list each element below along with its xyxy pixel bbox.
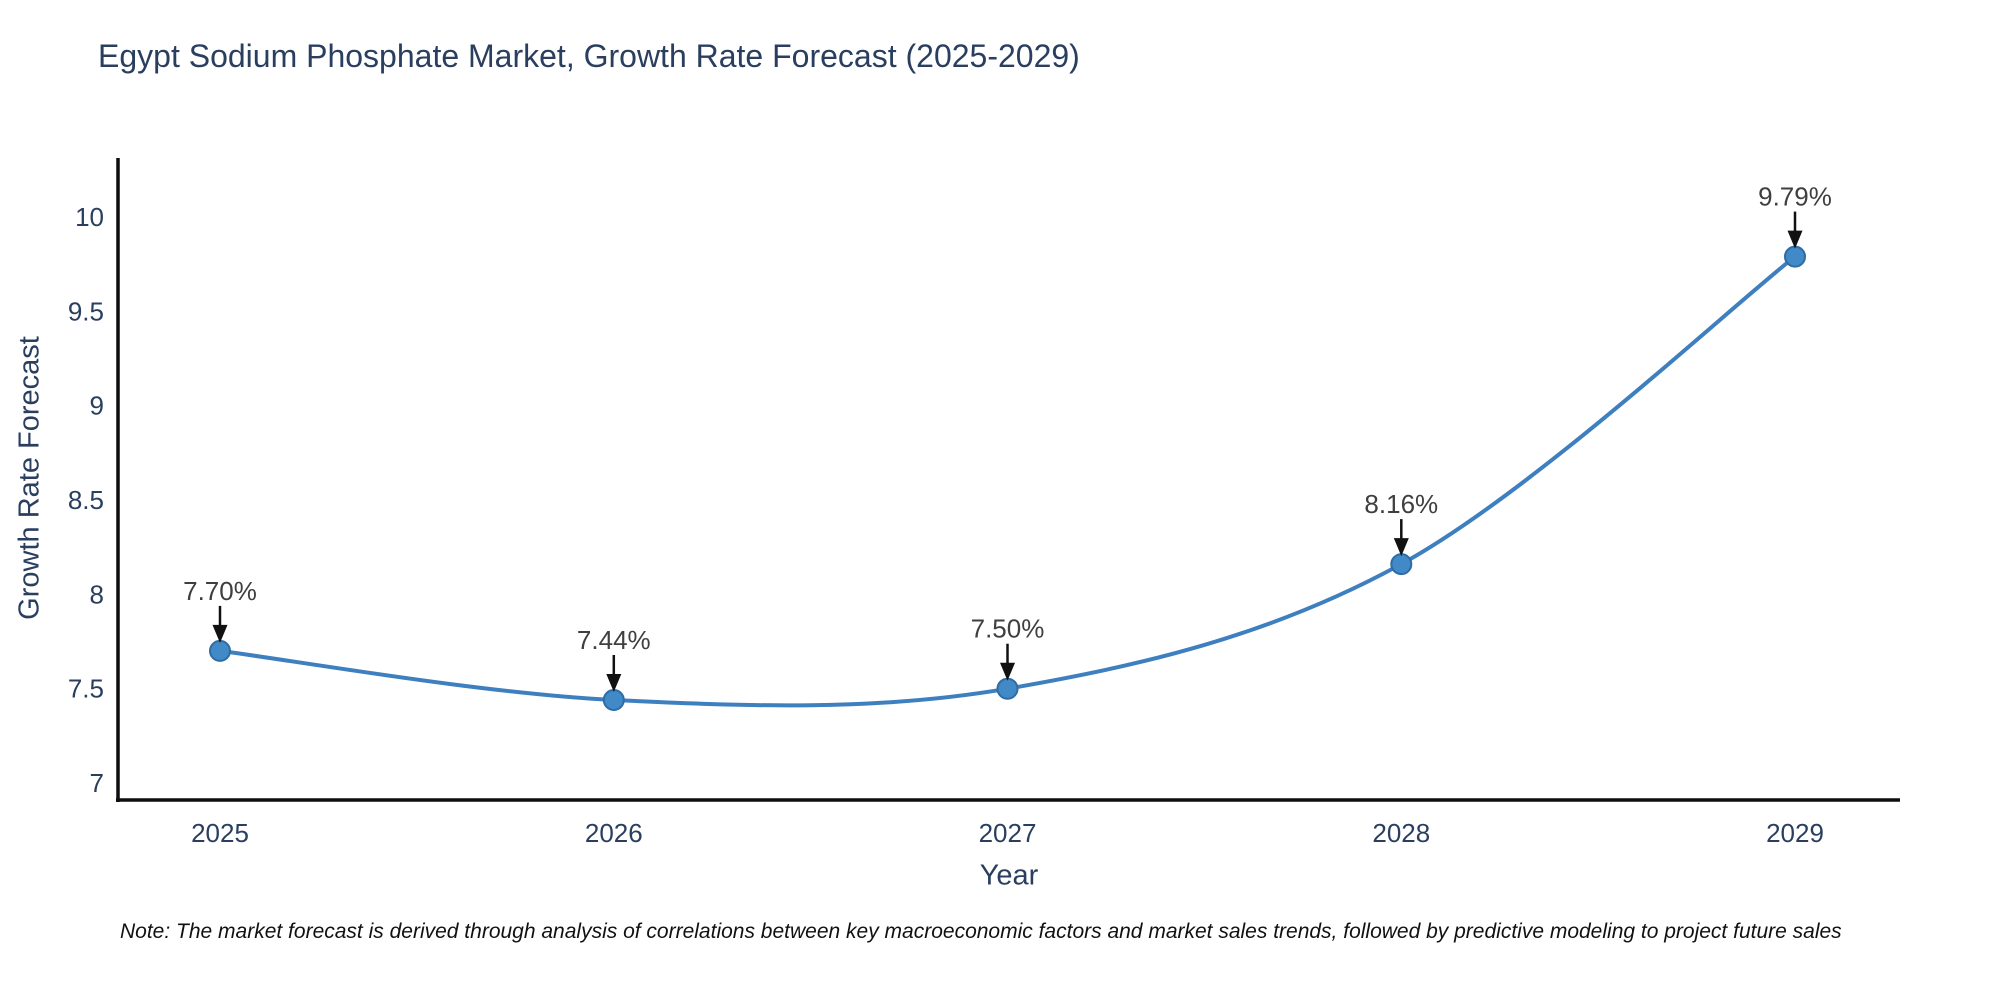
y-tick-label: 8.5 bbox=[68, 485, 104, 515]
point-value-label: 9.79% bbox=[1758, 182, 1832, 212]
data-point-marker bbox=[209, 639, 231, 662]
point-value-label: 8.16% bbox=[1364, 489, 1438, 519]
y-tick-label: 7.5 bbox=[68, 674, 104, 704]
point-value-label: 7.50% bbox=[971, 614, 1045, 644]
point-value-label: 7.44% bbox=[577, 625, 651, 655]
data-point-marker bbox=[996, 677, 1019, 700]
y-tick-label: 9.5 bbox=[68, 296, 104, 326]
x-tick-label: 2026 bbox=[585, 818, 643, 848]
x-axis-title: Year bbox=[979, 859, 1039, 892]
footnote: Note: The market forecast is derived thr… bbox=[120, 920, 1842, 943]
annotation-arrow-head bbox=[212, 624, 228, 643]
annotation-arrow-head bbox=[1000, 662, 1015, 681]
chart-title: Egypt Sodium Phosphate Market, Growth Ra… bbox=[98, 38, 1080, 74]
x-tick-label: 2028 bbox=[1372, 818, 1430, 848]
y-tick-label: 10 bbox=[75, 202, 104, 232]
point-value-label: 7.70% bbox=[183, 576, 257, 606]
annotation-arrow-head bbox=[1787, 230, 1803, 249]
annotation-arrow-head bbox=[1393, 538, 1409, 557]
x-tick-label: 2027 bbox=[979, 818, 1037, 848]
y-axis-title: Growth Rate Forecast bbox=[13, 336, 46, 620]
x-tick-label: 2025 bbox=[191, 818, 249, 848]
x-tick-label: 2029 bbox=[1766, 818, 1824, 848]
y-tick-label: 7 bbox=[90, 768, 104, 798]
data-point-marker bbox=[602, 689, 625, 711]
y-tick-label: 8 bbox=[90, 579, 104, 609]
data-point-marker bbox=[1390, 553, 1413, 576]
data-point-marker bbox=[1784, 245, 1806, 268]
growth-line bbox=[218, 254, 1797, 708]
y-tick-label: 9 bbox=[90, 391, 104, 421]
annotation-arrow-head bbox=[606, 674, 622, 692]
